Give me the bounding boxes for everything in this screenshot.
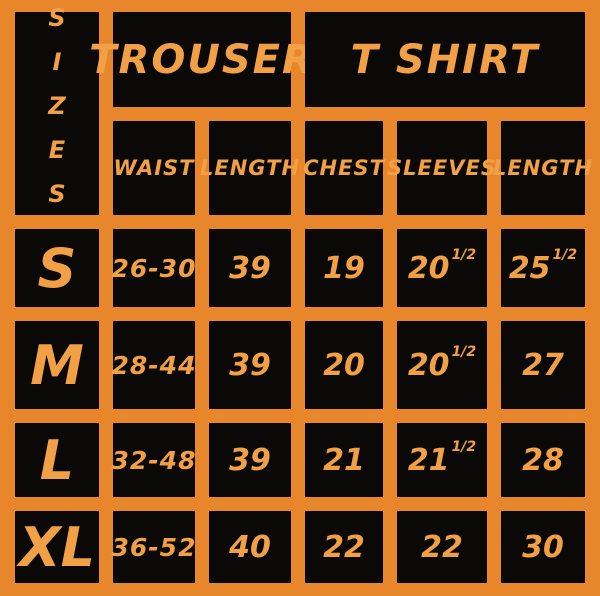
fraction-superscript: 1/2 xyxy=(451,344,477,360)
row-s-sleeves-cell: 20 1/2 xyxy=(397,229,487,307)
row-l-chest-cell: 21 xyxy=(305,423,383,497)
row-xl-trouser-length-cell: 40 xyxy=(209,511,291,583)
row-xl-sleeves-cell: 22 xyxy=(397,511,487,583)
col-header-tshirt-length: LENGTH xyxy=(493,121,592,215)
tshirt-group-cell: T SHIRT xyxy=(305,12,585,107)
tshirt-group-label: T SHIRT xyxy=(350,36,540,83)
col-header-trouser-length: LENGTH xyxy=(200,121,299,215)
col-header-sleeves: SLEEVES xyxy=(387,121,496,215)
sizes-header-label: SIZES xyxy=(43,3,71,224)
fraction-superscript: 1/2 xyxy=(451,439,477,455)
row-xl-chest-cell: 22 xyxy=(305,511,383,583)
row-l-sleeves-cell: 21 1/2 xyxy=(397,423,487,497)
row-s-chest-cell: 19 xyxy=(305,229,383,307)
row-l-size-cell: L xyxy=(15,423,99,497)
sizes-header-cell: SIZES xyxy=(15,4,99,224)
row-s-waist-cell: 26-30 xyxy=(112,229,195,307)
row-m-waist-cell: 28-44 xyxy=(112,321,195,409)
row-m-trouser-length-cell: 39 xyxy=(209,321,291,409)
row-l-trouser-length-cell: 39 xyxy=(209,423,291,497)
row-m-sleeves-cell: 20 1/2 xyxy=(397,321,487,409)
row-m-tshirt-length-cell: 27 xyxy=(501,321,585,409)
row-s-tshirt-length-cell: 25 1/2 xyxy=(501,229,585,307)
col-header-waist: WAIST xyxy=(113,121,195,215)
col-header-chest: CHEST xyxy=(303,121,384,215)
row-m-chest-cell: 20 xyxy=(305,321,383,409)
row-s-trouser-length-cell: 39 xyxy=(209,229,291,307)
row-l-tshirt-length-cell: 28 xyxy=(501,423,585,497)
row-xl-tshirt-length-cell: 30 xyxy=(501,511,585,583)
trouser-group-cell: TROUSER xyxy=(89,12,313,107)
trouser-group-label: TROUSER xyxy=(89,36,315,83)
row-xl-size-cell: XL xyxy=(15,511,99,583)
row-l-waist-cell: 32-48 xyxy=(112,423,195,497)
row-s-size-cell: S xyxy=(15,229,99,307)
fraction-superscript: 1/2 xyxy=(451,247,477,263)
row-m-size-cell: M xyxy=(15,321,99,409)
fraction-superscript: 1/2 xyxy=(552,247,578,263)
row-xl-waist-cell: 36-52 xyxy=(112,511,195,583)
